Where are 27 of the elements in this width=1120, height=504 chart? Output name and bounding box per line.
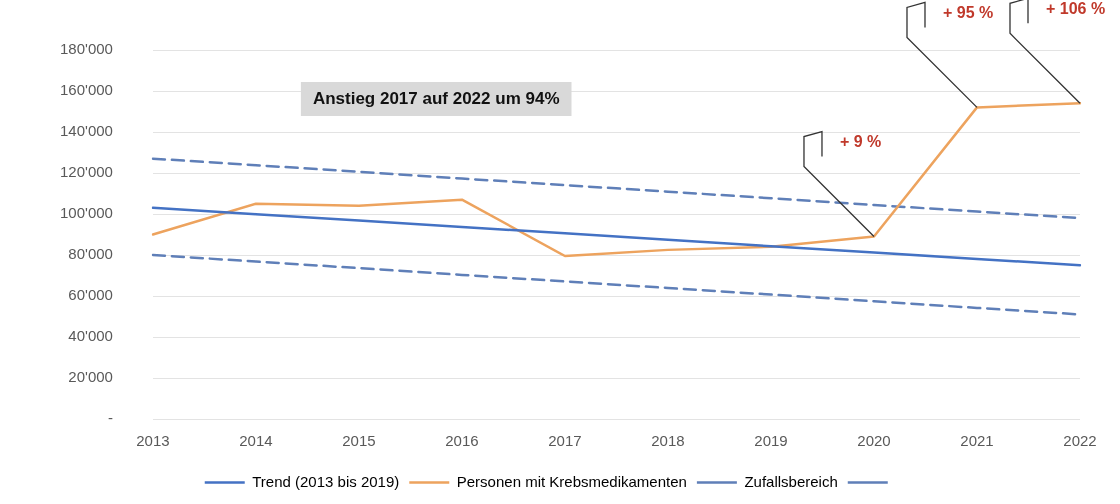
x-tick-label: 2017 (548, 432, 582, 450)
x-tick-label: 2020 (857, 432, 891, 450)
annotation: + 95 % (942, 3, 994, 21)
y-tick-label: 180'000 (60, 40, 113, 58)
y-tick-label: 100'000 (60, 204, 113, 222)
annotation: Anstieg 2017 auf 2022 um 94% (312, 88, 560, 108)
legend-label: Trend (2013 bis 2019) (252, 472, 400, 490)
x-tick-label: 2015 (342, 432, 376, 450)
x-tick-label: 2019 (754, 432, 788, 450)
annotation: + 9 % (839, 132, 882, 150)
legend-label: Personen mit Krebsmedikamenten (456, 472, 687, 490)
y-tick-label: 120'000 (60, 163, 113, 181)
y-tick-label: 40'000 (68, 327, 113, 345)
legend-label: Zufallsbereich (744, 472, 838, 490)
y-tick-label: - (107, 409, 113, 427)
y-tick-label: 80'000 (68, 245, 113, 263)
x-tick-label: 2014 (239, 432, 273, 450)
x-tick-label: 2013 (136, 432, 170, 450)
y-tick-label: 60'000 (68, 286, 113, 304)
x-tick-label: 2021 (960, 432, 994, 450)
annotation: + 106 % (1046, 0, 1106, 17)
x-tick-label: 2018 (651, 432, 685, 450)
y-tick-label: 160'000 (60, 81, 113, 99)
y-tick-label: 140'000 (60, 122, 113, 140)
x-tick-label: 2016 (445, 432, 479, 450)
x-tick-label: 2022 (1063, 432, 1097, 450)
y-tick-label: 20'000 (68, 368, 113, 386)
